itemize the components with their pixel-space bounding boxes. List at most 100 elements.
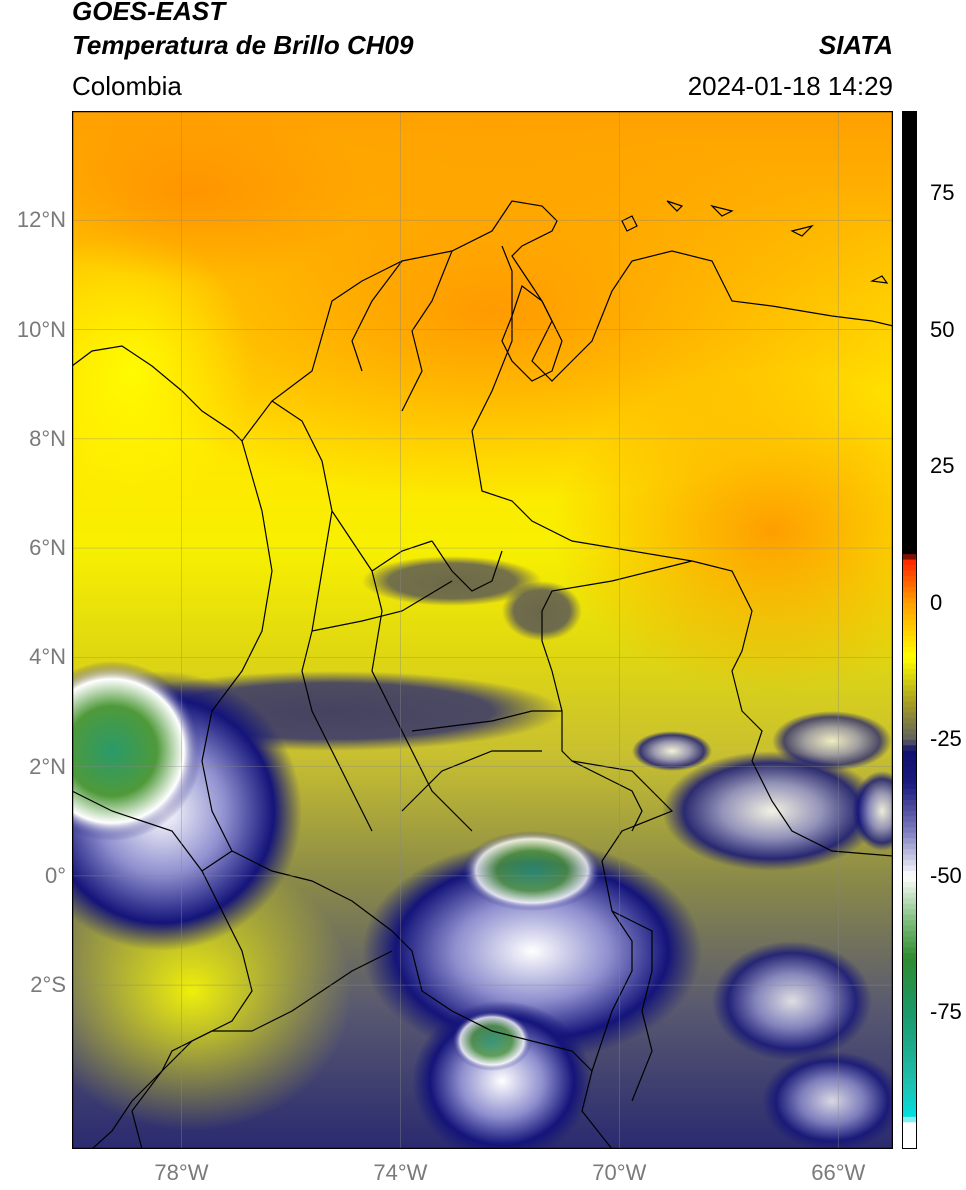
colorbar-segment <box>902 280 917 287</box>
colorbar-segment <box>902 886 917 893</box>
lon-tick-label: 70°W <box>592 1160 647 1185</box>
colorbar-segment <box>902 892 917 899</box>
brazil-border <box>571 760 653 1102</box>
cloud-south-core <box>452 1011 532 1071</box>
colorbar-segment <box>902 1138 917 1145</box>
colorbar-segment <box>902 487 917 495</box>
colorbar-segment <box>902 772 917 779</box>
cloud-small-2 <box>852 771 893 851</box>
colorbar-segment <box>902 258 917 265</box>
colorbar-segment <box>902 1099 917 1106</box>
colorbar-segment <box>902 624 917 631</box>
colombia-south-border <box>201 850 593 1072</box>
cloud-southeast <box>762 1051 893 1149</box>
colorbar-segment <box>902 127 917 134</box>
colorbar-segment <box>902 558 917 566</box>
colorbar-segment <box>902 580 917 587</box>
colorbar-segment <box>902 1034 917 1041</box>
colorbar-segment <box>902 116 917 123</box>
colorbar-segment <box>902 291 917 298</box>
colorbar-segment <box>902 236 917 243</box>
colorbar-tick-label: -25 <box>930 726 962 752</box>
colorbar-segment <box>902 367 917 374</box>
colorbar-segment <box>902 706 917 713</box>
cloud-pacific-core <box>72 661 202 841</box>
lat-tick-label: 2°S <box>30 972 66 998</box>
colorbar-segment <box>902 253 917 260</box>
colorbar-segment <box>902 247 917 254</box>
colorbar-segment <box>902 946 917 953</box>
colorbar-segment <box>902 1045 917 1052</box>
colorbar-segment <box>902 875 917 882</box>
colorbar-segment <box>902 149 917 156</box>
colorbar-segment <box>902 870 917 877</box>
colorbar-segment <box>902 597 917 604</box>
colorbar-segment <box>902 334 917 342</box>
colorbar-segment <box>902 302 917 309</box>
product-title: Temperatura de Brillo CH09 <box>72 30 414 60</box>
colorbar-segment <box>902 608 917 615</box>
caribbean-coast <box>72 200 893 442</box>
colorbar-segment <box>902 1132 917 1139</box>
colorbar-segment <box>902 750 917 757</box>
colorbar-segment <box>902 444 917 451</box>
colorbar-segment <box>902 744 917 751</box>
colorbar-segment <box>902 635 917 642</box>
colorbar-segment <box>902 837 917 844</box>
colorbar-segment <box>902 963 917 970</box>
boundaries <box>72 200 893 1149</box>
colorbar-segment <box>902 411 917 418</box>
colorbar-segment <box>902 711 917 719</box>
colorbar-segment <box>902 460 917 467</box>
colorbar-segment <box>902 979 917 986</box>
colorbar-segment <box>902 935 917 942</box>
colorbar-segment <box>902 657 917 664</box>
colorbar-segment <box>902 269 917 276</box>
colorbar-segment <box>902 586 917 593</box>
colorbar-segment <box>902 509 917 516</box>
colorbar-segment <box>902 673 917 680</box>
colorbar-tick-label: 50 <box>930 316 955 342</box>
colorbar-segment <box>902 1039 917 1046</box>
colorbar-segment <box>902 324 917 331</box>
lon-tick-label: 78°W <box>154 1160 209 1185</box>
colorbar-segment <box>902 1067 917 1074</box>
colorbar-segment <box>902 619 917 626</box>
colorbar-segment <box>902 1110 917 1117</box>
colorbar-segment <box>902 908 917 915</box>
colorbar-segment <box>902 739 917 746</box>
colorbar-segment <box>902 438 917 445</box>
colorbar-segment <box>902 345 917 352</box>
lat-tick-label: 2°N <box>29 753 66 779</box>
colorbar-segment <box>902 395 917 402</box>
colorbar-segment <box>902 482 917 489</box>
colorbar-segment <box>902 1050 917 1057</box>
colorbar-segment <box>902 668 917 675</box>
colorbar-segment <box>902 1023 917 1030</box>
colorbar-segment <box>902 690 917 697</box>
colorbar-segment <box>902 389 917 396</box>
colorbar-segment <box>902 990 917 997</box>
colorbar-segment <box>902 941 917 948</box>
region-label: Colombia <box>72 71 182 101</box>
colorbar-segment <box>902 471 917 478</box>
lat-tick-label: 12°N <box>16 207 66 233</box>
colorbar-segment <box>902 613 917 620</box>
pacific-coast <box>72 790 253 1149</box>
colorbar-segment <box>902 564 917 571</box>
colorbar-segment <box>902 203 917 210</box>
colorbar-segment <box>902 569 917 576</box>
colorbar-segment <box>902 504 917 511</box>
colorbar-segment <box>902 701 917 708</box>
colorbar-segment <box>902 416 917 423</box>
colorbar-segment <box>902 853 917 861</box>
lat-tick-label: 0° <box>44 862 66 888</box>
colorbar-segment <box>902 406 917 413</box>
colorbar-segment <box>902 160 917 167</box>
satellite-title: GOES-EAST <box>72 0 226 26</box>
colorbar-tick-label: 75 <box>930 179 955 205</box>
colorbar-segment <box>902 329 917 336</box>
colorbar-segment <box>902 455 917 462</box>
colorbar-segment <box>902 422 917 429</box>
colorbar-segment <box>902 182 917 189</box>
